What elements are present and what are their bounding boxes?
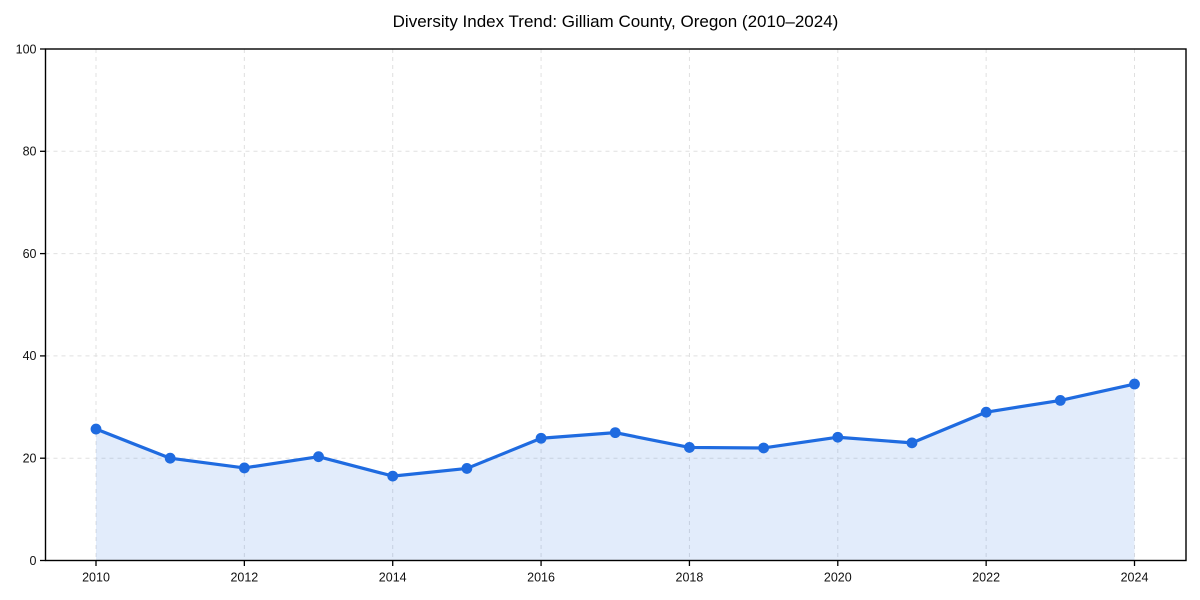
x-tick-label: 2010 <box>82 571 110 585</box>
x-tick-label: 2020 <box>824 571 852 585</box>
x-tick-label: 2012 <box>230 571 258 585</box>
data-point <box>535 432 547 444</box>
data-point <box>313 451 324 463</box>
data-point <box>90 423 102 435</box>
data-point <box>461 463 473 474</box>
x-tick-label: 2022 <box>972 571 1000 585</box>
y-tick-label: 20 <box>23 452 37 466</box>
x-tick-label: 2014 <box>379 571 407 585</box>
data-point <box>1054 395 1066 406</box>
data-point <box>238 462 250 474</box>
y-tick-label: 100 <box>16 42 37 56</box>
data-point <box>758 442 770 454</box>
area-fill <box>96 384 1135 561</box>
chart-title: Diversity Index Trend: Gilliam County, O… <box>392 12 839 31</box>
data-point <box>832 431 844 443</box>
data-point <box>164 452 176 464</box>
plot-border <box>44 48 1187 562</box>
data-point <box>609 427 621 439</box>
y-tick-label: 60 <box>23 247 37 261</box>
y-tick-label: 40 <box>23 349 37 363</box>
data-point <box>980 406 992 418</box>
x-tick-label: 2018 <box>676 571 704 585</box>
y-tick-label: 80 <box>23 145 37 159</box>
data-point <box>387 470 399 482</box>
data-point <box>1129 378 1140 390</box>
data-point <box>684 442 695 453</box>
x-tick-label: 2024 <box>1121 571 1149 585</box>
x-tick-label: 2016 <box>527 571 555 585</box>
y-tick-label: 0 <box>30 554 37 568</box>
data-point <box>906 437 918 449</box>
